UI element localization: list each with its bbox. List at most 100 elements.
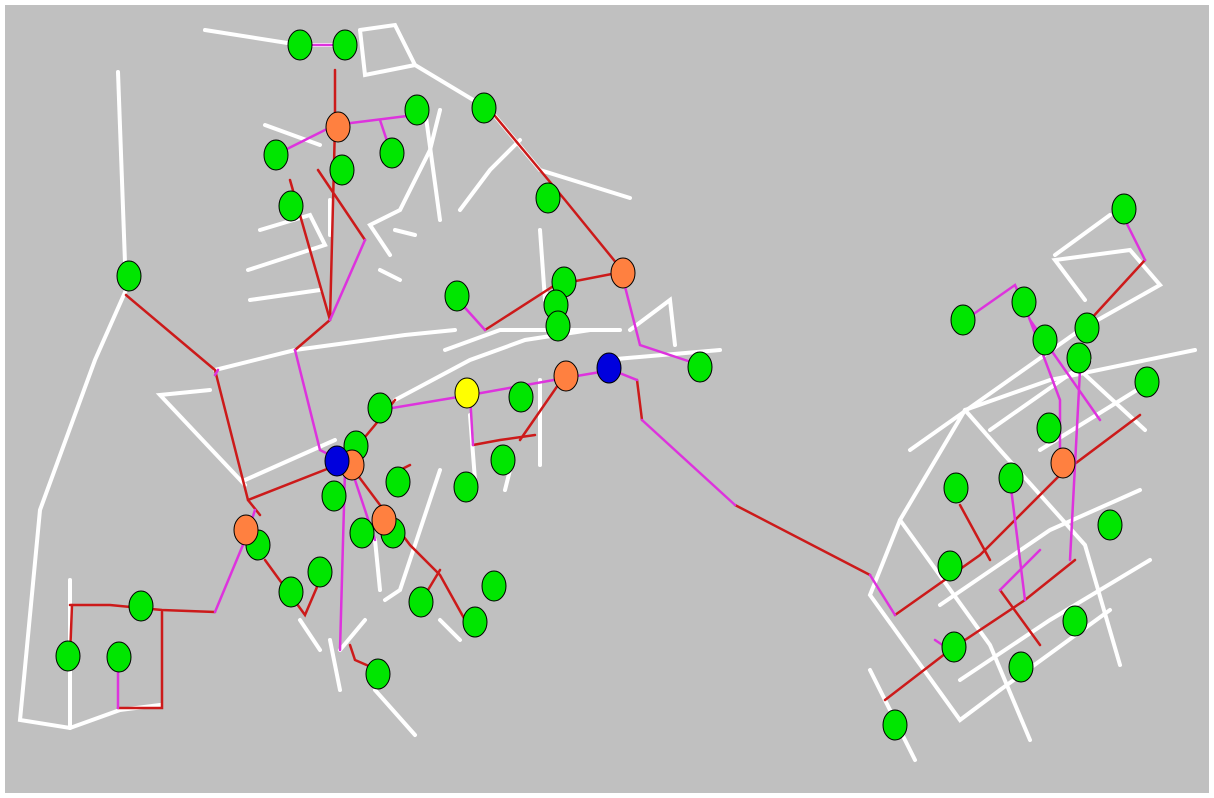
pipe-segment-red — [1088, 258, 1147, 322]
street-segment — [458, 138, 522, 212]
street-segment — [963, 408, 1122, 667]
pipe-segment-magenta — [213, 368, 220, 377]
consumer-node-green[interactable] — [481, 570, 507, 602]
street-segment — [328, 638, 342, 692]
consumer-node-green[interactable] — [385, 466, 411, 498]
consumer-node-green[interactable] — [106, 641, 132, 673]
consumer-node-green[interactable] — [1032, 324, 1058, 356]
consumer-node-green[interactable] — [287, 29, 313, 61]
consumer-node-green[interactable] — [462, 606, 488, 638]
pipe-segment-red — [124, 293, 262, 517]
consumer-node-green[interactable] — [998, 462, 1024, 494]
pipe-segment-red — [635, 378, 644, 422]
consumer-node-green[interactable] — [453, 471, 479, 503]
pipe-segment-magenta — [998, 548, 1042, 592]
junction-node-orange[interactable] — [325, 111, 351, 143]
consumer-node-green[interactable] — [321, 480, 347, 512]
consumer-node-green[interactable] — [278, 576, 304, 608]
street-segment — [438, 618, 462, 642]
consumer-node-green[interactable] — [687, 351, 713, 383]
street-segment — [246, 212, 328, 272]
pipe-segment-red — [316, 168, 367, 242]
junction-node-orange[interactable] — [1050, 447, 1076, 479]
street-segment — [263, 123, 322, 147]
consumer-node-green[interactable] — [1074, 312, 1100, 344]
consumer-node-green[interactable] — [367, 392, 393, 424]
pipe-segment-red — [998, 588, 1042, 647]
pipe-segment-red — [958, 503, 992, 562]
street-segment — [338, 618, 367, 652]
consumer-node-green[interactable] — [943, 472, 969, 504]
source-node-blue[interactable] — [324, 445, 350, 477]
consumer-node-green[interactable] — [471, 92, 497, 124]
consumer-node-green[interactable] — [508, 381, 534, 413]
consumer-node-green[interactable] — [379, 137, 405, 169]
consumer-node-green[interactable] — [408, 586, 434, 618]
consumer-node-green[interactable] — [263, 139, 289, 171]
junction-node-orange[interactable] — [371, 504, 397, 536]
pipe-segment-magenta — [1008, 478, 1027, 602]
street-segment — [17, 70, 162, 731]
pipe-segment-magenta — [328, 238, 367, 322]
street-segment — [1053, 213, 1112, 257]
selected-node-yellow[interactable] — [454, 377, 480, 409]
consumer-node-green[interactable] — [535, 182, 561, 214]
consumer-node-green[interactable] — [937, 550, 963, 582]
street-segment — [155, 388, 247, 487]
street-segment — [958, 558, 1152, 682]
junction-node-orange[interactable] — [553, 360, 579, 392]
pipe-segment-red — [893, 413, 1142, 617]
street-segment — [383, 468, 442, 602]
pipe-segment-magenta — [620, 273, 702, 367]
consumer-node-green[interactable] — [545, 310, 571, 342]
pipe-segment-red — [263, 558, 322, 618]
consumer-node-green[interactable] — [941, 631, 967, 663]
junction-node-orange[interactable] — [233, 514, 259, 546]
street-segment — [373, 538, 382, 592]
consumer-node-green[interactable] — [1134, 366, 1160, 398]
canvas-background — [5, 5, 1209, 793]
consumer-node-green[interactable] — [278, 190, 304, 222]
consumer-node-green[interactable] — [404, 94, 430, 126]
consumer-node-green[interactable] — [1062, 605, 1088, 637]
consumer-node-green[interactable] — [950, 304, 976, 336]
street-segment — [628, 296, 677, 347]
street-segment — [867, 408, 1002, 723]
consumer-node-green[interactable] — [332, 29, 358, 61]
consumer-node-green[interactable] — [1066, 342, 1092, 374]
consumer-node-green[interactable] — [490, 444, 516, 476]
consumer-node-green[interactable] — [1011, 286, 1037, 318]
consumer-node-green[interactable] — [1111, 193, 1137, 225]
street-segment — [367, 108, 442, 257]
consumer-node-green[interactable] — [365, 658, 391, 690]
consumer-node-green[interactable] — [1097, 509, 1123, 541]
consumer-node-green[interactable] — [116, 260, 142, 292]
street-segment — [213, 328, 457, 372]
consumer-node-green[interactable] — [882, 709, 908, 741]
pipe-segment-red — [883, 558, 1077, 702]
consumer-node-green[interactable] — [444, 280, 470, 312]
pipe-segment-magenta — [868, 573, 897, 617]
source-node-blue[interactable] — [596, 352, 622, 384]
consumer-node-green[interactable] — [55, 640, 81, 672]
junction-node-orange[interactable] — [610, 257, 636, 289]
street-segment — [963, 348, 1197, 412]
consumer-node-green[interactable] — [329, 154, 355, 186]
consumer-node-green[interactable] — [1008, 651, 1034, 683]
consumer-node-green[interactable] — [1036, 412, 1062, 444]
street-segment — [378, 268, 402, 282]
consumer-node-green[interactable] — [128, 590, 154, 622]
street-segment — [373, 688, 417, 737]
pipe-segment-red — [488, 108, 624, 272]
node-layer[interactable] — [55, 29, 1160, 741]
street-segment — [898, 518, 1032, 742]
pipe-segment-red — [348, 463, 467, 622]
pipe-segment-red — [733, 503, 872, 577]
consumer-node-green[interactable] — [349, 517, 375, 549]
street-segment — [298, 618, 322, 652]
consumer-node-green[interactable] — [307, 556, 333, 588]
pipe-segment-magenta — [640, 418, 737, 507]
pipe-segment-red — [116, 610, 164, 710]
